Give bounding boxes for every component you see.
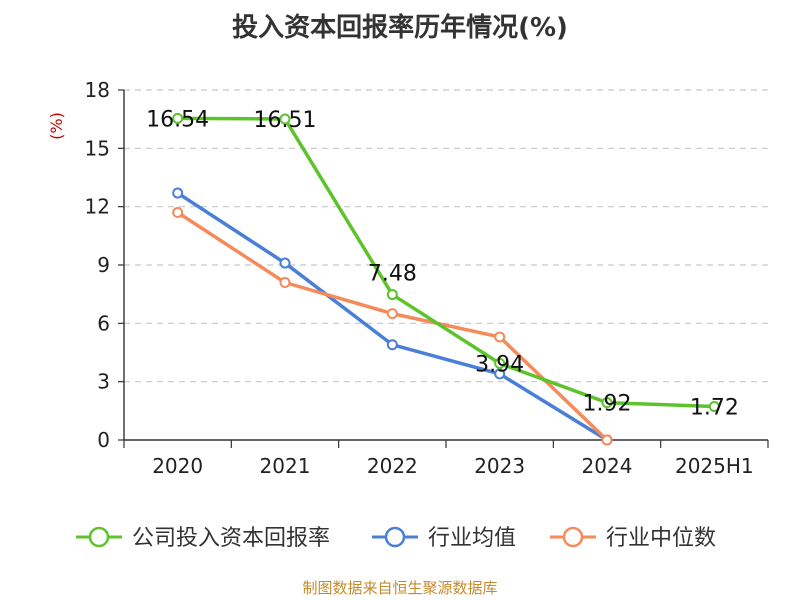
data-label: 16.54 — [146, 107, 209, 132]
data-labels: 16.54 16.51 7.48 3.94 1.92 1.72 — [146, 107, 739, 420]
series-line — [175, 116, 717, 409]
y-tick-label: 18 — [85, 78, 110, 102]
legend: 公司投入资本回报率 行业均值 行业中位数 — [76, 526, 716, 551]
data-point — [601, 434, 613, 446]
legend-item[interactable]: 公司投入资本回报率 — [76, 526, 330, 551]
data-label: 3.94 — [475, 352, 524, 377]
y-tick-label: 6 — [97, 311, 110, 335]
y-tick-label: 15 — [85, 136, 110, 160]
legend-item[interactable]: 行业均值 — [372, 526, 516, 551]
chart-title: 投入资本回报率历年情况(%) — [232, 12, 568, 43]
x-tick-label: 2022 — [367, 454, 418, 478]
data-label: 16.51 — [254, 108, 317, 133]
x-tick-label: 2020 — [152, 454, 203, 478]
data-point — [386, 308, 398, 320]
data-point — [279, 113, 291, 125]
x-tick-label: 2024 — [582, 454, 633, 478]
data-point — [708, 401, 720, 413]
y-axis-unit: (%) — [47, 112, 66, 140]
y-tick-label: 3 — [97, 370, 110, 394]
series-lines — [172, 112, 720, 446]
y-tick-label: 0 — [97, 428, 110, 452]
axes — [118, 89, 769, 448]
data-label: 1.92 — [583, 392, 632, 417]
legend-label: 行业中位数 — [606, 526, 716, 551]
y-tick-label: 9 — [97, 253, 110, 277]
series-line — [175, 210, 609, 442]
legend-label: 公司投入资本回报率 — [132, 526, 330, 551]
x-tick-label: 2023 — [474, 454, 525, 478]
legend-marker — [88, 526, 110, 548]
data-point — [494, 357, 506, 369]
data-point — [172, 207, 184, 218]
data-point — [386, 289, 398, 301]
source-note: 制图数据来自恒生聚源数据库 — [302, 579, 497, 597]
data-label: 7.48 — [368, 262, 417, 287]
data-point — [172, 112, 184, 124]
y-tick-labels: 0 3 6 9 12 15 18 — [85, 78, 110, 452]
data-point — [601, 397, 613, 409]
y-tick-label: 12 — [85, 195, 110, 219]
x-tick-labels: 2020 2021 2022 2023 2024 2025H1 — [152, 454, 753, 478]
data-point — [279, 277, 291, 288]
data-label: 1.72 — [690, 396, 739, 421]
data-point — [494, 368, 506, 380]
data-point — [279, 257, 291, 269]
data-point — [494, 331, 506, 343]
legend-marker — [562, 526, 584, 548]
data-point — [172, 187, 184, 199]
x-tick-label: 2021 — [260, 454, 311, 478]
data-point — [386, 339, 398, 351]
gridlines — [124, 89, 768, 383]
legend-label: 行业均值 — [428, 526, 516, 551]
x-tick-label: 2025H1 — [675, 454, 754, 478]
legend-marker — [384, 526, 406, 548]
legend-item[interactable]: 行业中位数 — [550, 526, 716, 551]
